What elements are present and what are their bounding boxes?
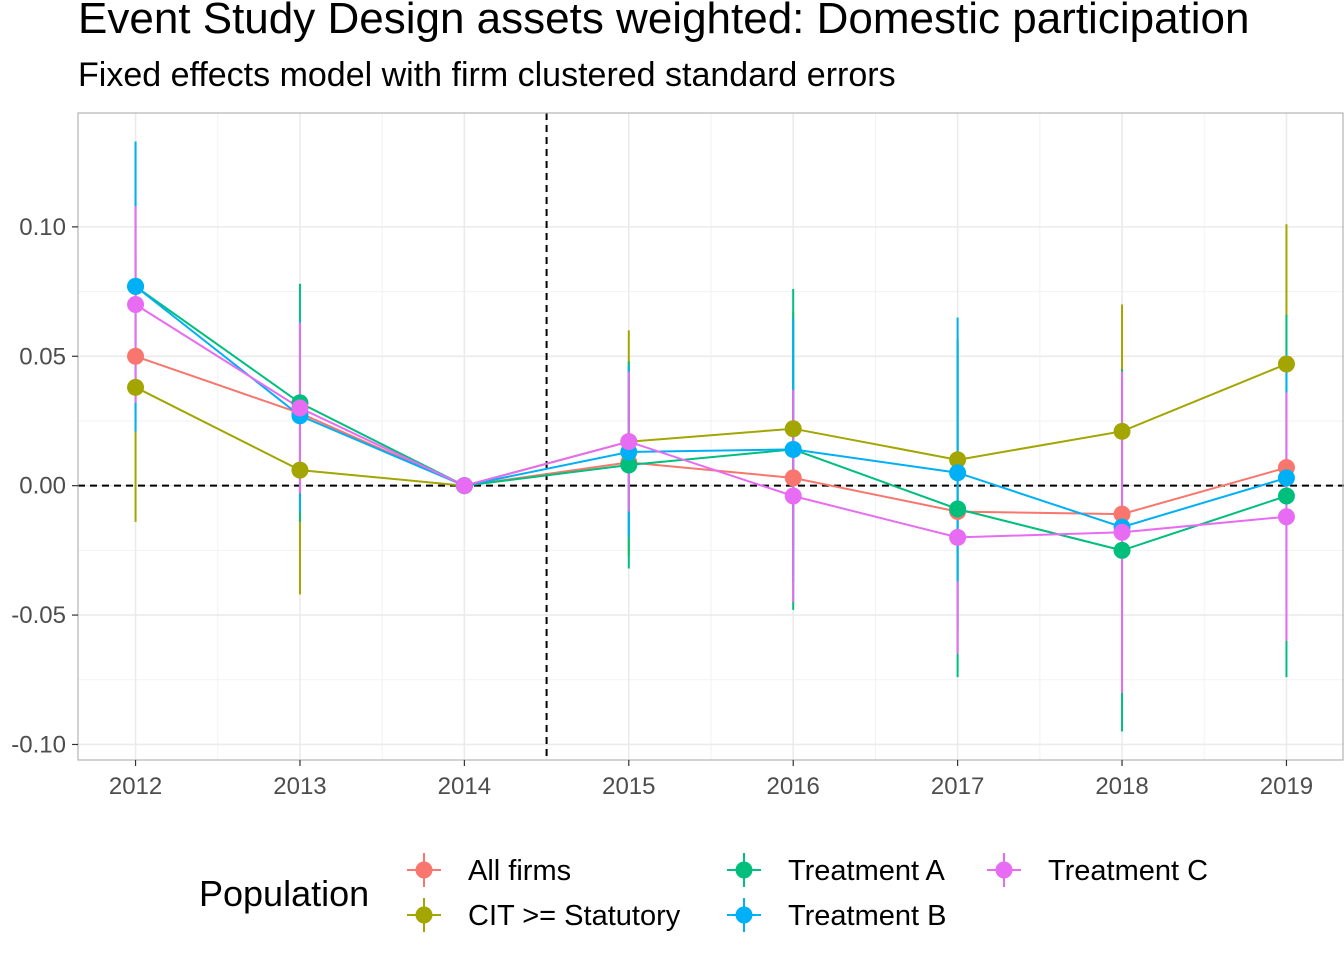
- point-treatment-b-2019: [1277, 469, 1295, 487]
- legend-key-point: [735, 861, 753, 879]
- y-tick-label: -0.10: [11, 731, 66, 758]
- point-cit-statutory-2017: [949, 451, 967, 469]
- minor-grid: [78, 113, 1344, 760]
- y-tick-label: -0.05: [11, 602, 66, 629]
- x-tick-label: 2018: [1095, 773, 1148, 800]
- x-tick-label: 2014: [438, 773, 491, 800]
- y-axis: 0.10 0.05 0.00 -0.05 -0.10: [11, 214, 78, 758]
- point-treatment-c-2012: [127, 296, 145, 314]
- series-lines: [134, 285, 1287, 552]
- point-treatment-a-2017: [949, 500, 967, 518]
- point-all-firms-2018: [1113, 505, 1131, 523]
- point-treatment-a-2018: [1113, 541, 1131, 559]
- legend-item-treatment-c: Treatment C: [987, 853, 1208, 887]
- x-axis: 2012 2013 2014 2015 2016 2017 2018 2019: [109, 760, 1313, 800]
- legend-label: Treatment B: [788, 900, 946, 932]
- legend-key-point: [995, 861, 1013, 879]
- chart-subtitle: Fixed effects model with firm clustered …: [78, 56, 896, 94]
- point-cit-statutory-2018: [1113, 422, 1131, 440]
- legend-item-treatment-b: Treatment B: [727, 898, 946, 932]
- point-treatment-a-2015: [620, 456, 638, 474]
- point-cit-statutory-2013: [291, 461, 309, 479]
- series-line-treatment-c: [134, 303, 1287, 539]
- point-cit-statutory-2016: [784, 420, 802, 438]
- series-line-cit-statutory: [135, 363, 1287, 487]
- point-treatment-b-2017: [949, 464, 967, 482]
- legend-label: Treatment A: [788, 855, 946, 887]
- legend: Population All firms CIT >= Statutory Treat…: [199, 853, 1208, 932]
- legend-key-point: [735, 906, 753, 924]
- series-line-treatment-a: [134, 285, 1287, 552]
- legend-key-point: [415, 906, 433, 924]
- y-tick-label: 0.05: [19, 343, 66, 370]
- point-all-firms-2012: [127, 347, 145, 365]
- x-tick-label: 2013: [273, 773, 326, 800]
- point-treatment-b-2016: [784, 440, 802, 458]
- legend-label: Treatment C: [1048, 855, 1208, 887]
- legend-item-treatment-a: Treatment A: [727, 853, 946, 887]
- point-treatment-c-2018: [1113, 523, 1131, 541]
- point-treatment-c-2013: [291, 399, 309, 417]
- point-treatment-c-2015: [620, 433, 638, 451]
- legend-item-cit-statutory: CIT >= Statutory: [407, 898, 681, 932]
- point-all-firms-2016: [784, 469, 802, 487]
- y-tick-label: 0.00: [19, 473, 66, 500]
- point-cit-statutory-2012: [127, 378, 145, 396]
- point-treatment-b-2012: [127, 277, 145, 295]
- point-treatment-c-2014: [455, 477, 473, 495]
- point-treatment-c-2016: [784, 487, 802, 505]
- x-tick-label: 2016: [767, 773, 820, 800]
- legend-label: CIT >= Statutory: [468, 900, 681, 932]
- reference-lines: [78, 113, 1344, 760]
- point-treatment-a-2019: [1277, 487, 1295, 505]
- chart-title: Event Study Design assets weighted: Dome…: [78, 0, 1250, 43]
- series-line-treatment-b: [134, 285, 1287, 529]
- x-tick-label: 2012: [109, 773, 162, 800]
- x-tick-label: 2019: [1260, 773, 1313, 800]
- point-treatment-c-2017: [949, 528, 967, 546]
- x-tick-label: 2017: [931, 773, 984, 800]
- x-tick-label: 2015: [602, 773, 655, 800]
- point-treatment-c-2019: [1277, 508, 1295, 526]
- series-points: [127, 277, 1295, 559]
- legend-item-all-firms: All firms: [407, 853, 571, 887]
- point-cit-statutory-2019: [1277, 355, 1295, 373]
- legend-label: All firms: [468, 855, 571, 887]
- legend-title: Population: [199, 873, 369, 914]
- legend-key-point: [415, 861, 433, 879]
- panel-border: [77, 112, 1344, 761]
- y-tick-label: 0.10: [19, 214, 66, 241]
- series-line-all-firms: [135, 355, 1287, 516]
